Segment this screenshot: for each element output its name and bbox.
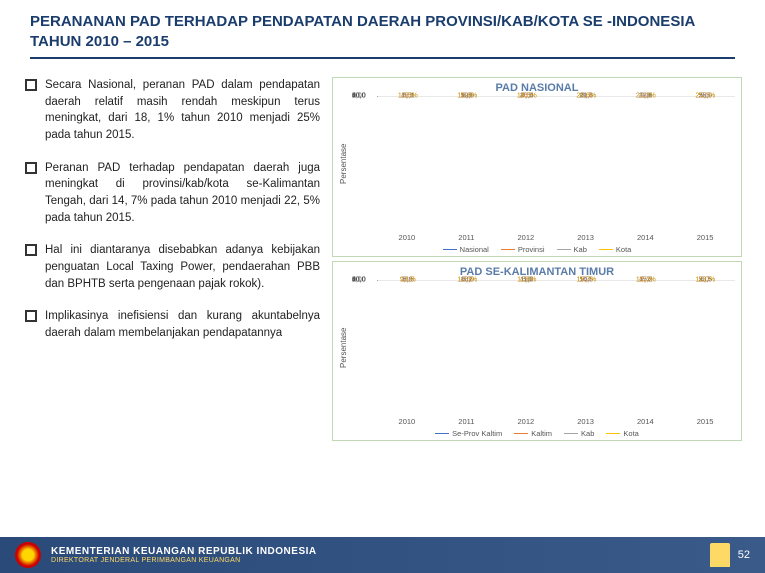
data-label: 10,3% [457, 277, 477, 284]
legend: Se-Prov KaltimKaltimKabKota [339, 429, 735, 438]
data-label: 18,5% [517, 93, 537, 100]
data-label: 9,1% [400, 277, 416, 284]
y-axis-label: Persentase [339, 280, 351, 415]
footer: KEMENTERIAN KEUANGAN REPUBLIK INDONESIA … [0, 537, 765, 573]
bullet-item: Secara Nasional, peranan PAD dalam penda… [25, 77, 320, 144]
footer-directorate: DIREKTORAT JENDERAL PERIMBANGAN KEUANGAN [51, 557, 710, 564]
bullet-text: Secara Nasional, peranan PAD dalam penda… [45, 77, 320, 144]
data-label: 12,4% [636, 277, 656, 284]
plot-area: 0,010,020,030,040,050,060,08,910,011,314… [377, 280, 735, 281]
footer-ministry: KEMENTERIAN KEUANGAN REPUBLIK INDONESIA [51, 546, 710, 557]
bullet-item: Peranan PAD terhadap pendapatan daerah j… [25, 160, 320, 227]
bullet-text: Hal ini diantaranya disebabkan adanya ke… [45, 242, 320, 292]
chart-title: PAD SE-KALIMANTAN TIMUR [339, 266, 735, 278]
y-axis-label: Persentase [339, 96, 351, 231]
bullet-item: Hal ini diantaranya disebabkan adanya ke… [25, 242, 320, 292]
chart-nasional: PAD NASIONALPersentase0,010,020,030,040,… [332, 77, 742, 257]
data-label: 20,6% [576, 93, 596, 100]
bullet-marker-icon [25, 162, 37, 174]
garuda-logo-icon [15, 542, 41, 568]
data-label: 25,1% [695, 93, 715, 100]
bullet-marker-icon [25, 244, 37, 256]
data-label: 12,5% [398, 93, 418, 100]
bullet-marker-icon [25, 79, 37, 91]
data-label: 21,3% [636, 93, 656, 100]
data-label: 11,8% [517, 277, 536, 284]
bullet-text: Peranan PAD terhadap pendapatan daerah j… [45, 160, 320, 227]
djpk-logo-icon [710, 543, 730, 567]
page-number: 52 [738, 549, 750, 561]
x-axis: 201020112012201320142015 [377, 417, 735, 426]
x-axis: 201020112012201320142015 [377, 233, 735, 242]
plot-area: 0,010,020,030,040,050,060,018,119,920,42… [377, 96, 735, 97]
bullet-list: Secara Nasional, peranan PAD dalam penda… [25, 77, 320, 441]
data-label: 14,0% [695, 277, 715, 284]
title-divider [30, 57, 735, 59]
page-title: PERANANAN PAD TERHADAP PENDAPATAN DAERAH… [30, 12, 735, 51]
bullet-text: Implikasinya inefisiensi dan kurang akun… [45, 308, 320, 341]
data-label: 16,8% [457, 93, 477, 100]
chart-kaltim: PAD SE-KALIMANTAN TIMUR Persentase 0,010,0… [332, 261, 742, 441]
bullet-marker-icon [25, 310, 37, 322]
data-label: 19,7% [576, 277, 596, 284]
bullet-item: Implikasinya inefisiensi dan kurang akun… [25, 308, 320, 341]
legend: NasionalProvinsiKabKota [339, 245, 735, 254]
